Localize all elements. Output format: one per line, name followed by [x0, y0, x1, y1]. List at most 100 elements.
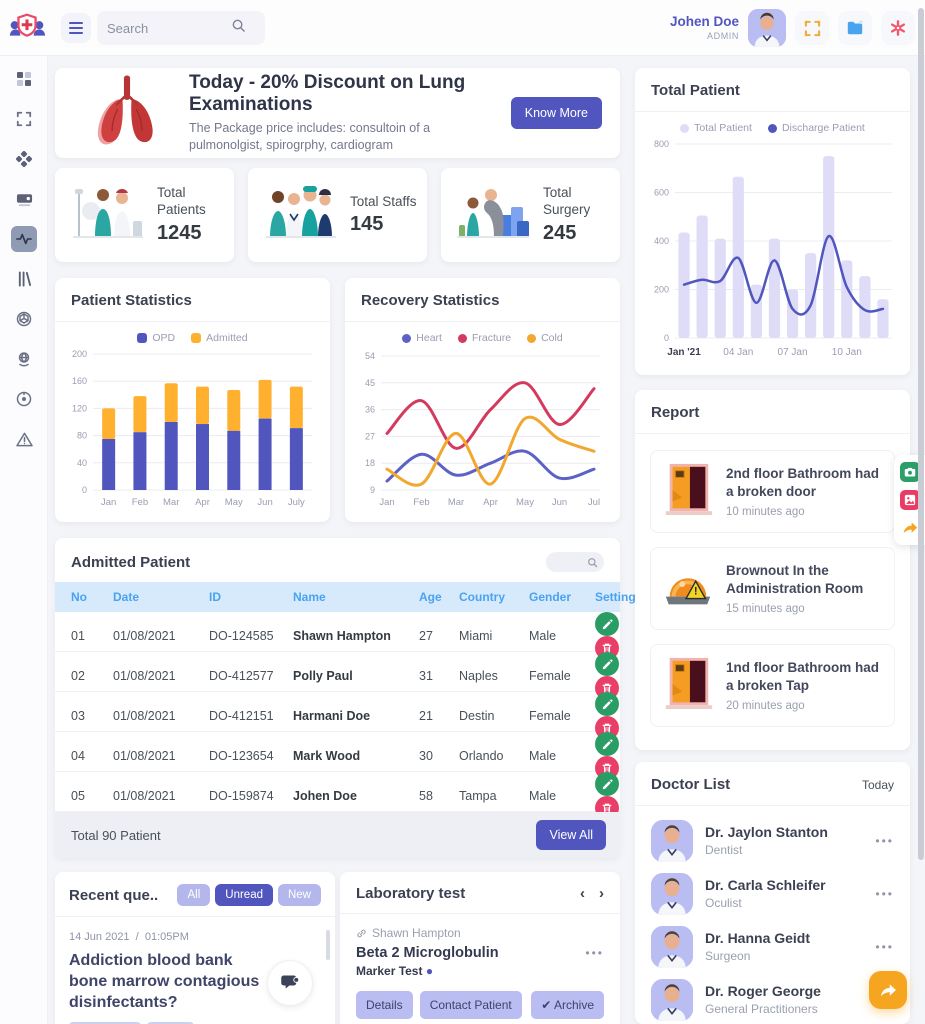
doctor-avatar	[651, 872, 693, 915]
next-arrow-button[interactable]: ›	[599, 885, 604, 902]
lab-more-button[interactable]: •••	[585, 946, 604, 960]
svg-text:0: 0	[82, 485, 87, 495]
svg-text:Mar: Mar	[448, 497, 464, 508]
chat-button[interactable]	[267, 960, 313, 1006]
reply-button[interactable]: Reply	[147, 1022, 194, 1024]
details-button[interactable]: Details	[356, 991, 413, 1019]
total-patient-legend: Total Patient Discharge Patient	[635, 122, 910, 134]
report-title: Report	[651, 404, 700, 421]
admitted-patient-title: Admitted Patient	[71, 553, 191, 571]
fullscreen-button[interactable]	[795, 11, 829, 45]
legend-item[interactable]: Heart	[402, 332, 442, 344]
sidebar-item-alerts[interactable]	[0, 422, 48, 456]
report-item[interactable]: ! Brownout In the Administration Room 15 …	[650, 547, 895, 630]
global-search	[97, 11, 265, 45]
svg-text:27: 27	[365, 431, 375, 441]
svg-text:160: 160	[72, 376, 87, 386]
svg-text:600: 600	[654, 188, 669, 198]
shapes-icon	[11, 146, 37, 172]
edit-button[interactable]	[595, 652, 619, 676]
svg-text:80: 80	[77, 431, 87, 441]
sidebar-item-activity[interactable]	[0, 222, 48, 256]
image-tool-button[interactable]	[899, 490, 920, 510]
view-all-button[interactable]: View All	[536, 820, 606, 850]
doctor-more-button[interactable]: •••	[875, 939, 894, 954]
dashboard-icon	[11, 66, 37, 92]
legend-item[interactable]: Discharge Patient	[767, 122, 865, 134]
lab-test-name: Beta 2 Microglobulin	[356, 945, 499, 961]
svg-text:45: 45	[365, 378, 375, 388]
svg-text:0: 0	[664, 333, 669, 343]
lungs-illustration	[73, 72, 181, 154]
recovery-statistics-title: Recovery Statistics	[361, 292, 500, 309]
page-scrollbar[interactable]	[918, 8, 924, 860]
sidebar-item-sphere[interactable]	[0, 302, 48, 336]
report-item[interactable]: 1nd floor Bathroom had a broken Tap 20 mi…	[650, 644, 895, 727]
sidebar-item-library[interactable]	[0, 262, 48, 296]
report-item[interactable]: 2nd floor Bathroom had a broken door 10 m…	[650, 450, 895, 533]
filter-unread-button[interactable]: Unread	[215, 884, 273, 906]
share-fab-button[interactable]	[869, 971, 907, 1009]
menu-toggle-button[interactable]	[61, 13, 91, 43]
doctor-list-card: Doctor List Today Dr. Jaylon Stanton Dent…	[635, 762, 910, 1024]
stat-label: Total Patients	[157, 185, 206, 217]
filter-all-button[interactable]: All	[177, 884, 211, 906]
warning-siren-icon: !	[661, 558, 715, 619]
sidebar-item-dashboard[interactable]	[0, 62, 48, 96]
recovery-statistics-card: Recovery Statistics Heart Fracture Cold 9 1…	[345, 278, 620, 522]
total-patient-count: Total 90 Patient	[71, 827, 161, 843]
legend-item[interactable]: Total Patient	[680, 122, 752, 134]
app-logo[interactable]	[8, 9, 46, 47]
stat-value: 245	[543, 221, 577, 244]
legend-item[interactable]: OPD	[137, 332, 175, 344]
sidebar-item-compass[interactable]	[0, 382, 48, 416]
legend-item[interactable]: Fracture	[457, 332, 511, 344]
edit-button[interactable]	[595, 772, 619, 796]
edit-button[interactable]	[595, 612, 619, 636]
doctor-more-button[interactable]: •••	[875, 833, 894, 848]
camera-tool-button[interactable]	[899, 462, 920, 482]
doctor-avatar	[651, 925, 693, 968]
edit-button[interactable]	[595, 732, 619, 756]
archive-button[interactable]: ✔ Archive	[531, 991, 604, 1019]
promo-banner: Today - 20% Discount on Lung Examination…	[55, 68, 620, 158]
sidebar-item-expand[interactable]	[0, 102, 48, 136]
search-input[interactable]	[107, 20, 231, 36]
legend-item[interactable]: Admitted	[191, 332, 248, 344]
sidebar-item-shapes[interactable]	[0, 142, 48, 176]
contact-patient-button[interactable]: Contact Patient	[419, 991, 522, 1019]
card-scrollbar[interactable]	[326, 930, 330, 960]
settings-button[interactable]	[881, 11, 915, 45]
search-icon[interactable]	[231, 18, 246, 38]
total-patient-card: Total Patient Total Patient Discharge Pat…	[635, 68, 910, 375]
svg-text:Jan '21: Jan '21	[667, 347, 701, 358]
col-country: Country	[459, 590, 505, 604]
filter-new-button[interactable]: New	[277, 884, 321, 906]
legend-item[interactable]: Cold	[527, 332, 563, 344]
svg-text:Mar: Mar	[163, 497, 179, 508]
patient-statistics-card: Patient Statistics OPD Admitted 0 40 80 120 1…	[55, 278, 330, 522]
table-search[interactable]	[546, 552, 604, 572]
col-gender: Gender	[529, 590, 572, 604]
recovery-statistics-legend: Heart Fracture Cold	[345, 332, 620, 344]
user-info[interactable]: Johen Doe ADMIN	[670, 14, 739, 42]
doctor-list-period[interactable]: Today	[861, 777, 894, 792]
patients-illustration	[67, 181, 147, 250]
user-role: ADMIN	[707, 30, 739, 41]
apps-button[interactable]	[838, 11, 872, 45]
share-tool-button[interactable]	[900, 518, 920, 538]
recent-questions-title: Recent que..	[69, 886, 159, 904]
know-more-button[interactable]: Know More	[510, 97, 602, 129]
svg-text:07 Jan: 07 Jan	[778, 347, 808, 358]
prev-arrow-button[interactable]: ‹	[580, 885, 585, 902]
stat-card-surgery: Total Surgery 245	[441, 168, 620, 262]
sidebar-item-globe[interactable]	[0, 342, 48, 376]
user-avatar[interactable]	[748, 9, 786, 47]
sidebar-item-wallet[interactable]	[0, 182, 48, 216]
svg-text:Jun: Jun	[552, 497, 567, 508]
recent-questions-card: Recent que.. All Unread New 14 Jun 2021 …	[55, 872, 335, 1024]
doctor-more-button[interactable]: •••	[875, 886, 894, 901]
read-more-button[interactable]: Read more	[69, 1022, 142, 1024]
edit-button[interactable]	[595, 692, 619, 716]
